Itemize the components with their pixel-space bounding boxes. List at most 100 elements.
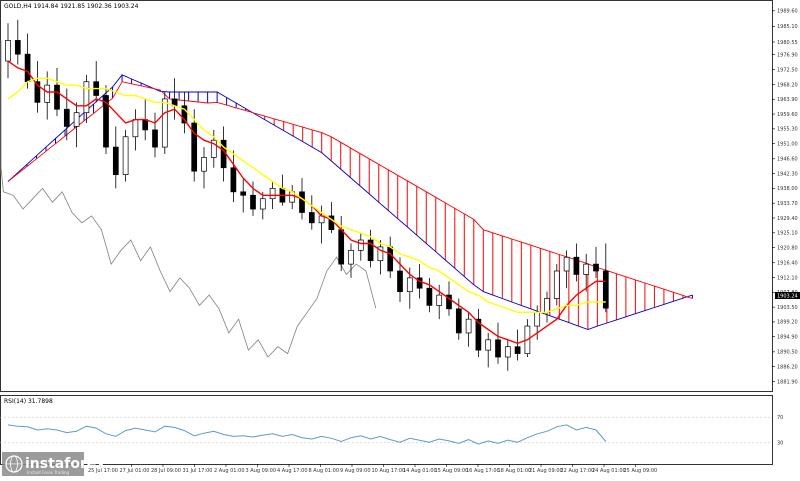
candle-body: [14, 40, 21, 55]
candle-body: [34, 81, 41, 103]
candle-body: [259, 198, 266, 210]
candle-body: [436, 294, 443, 306]
time-tick-label: 16 Aug 17:00: [466, 468, 500, 474]
candle-body: [573, 256, 580, 275]
rsi-indicator: RSI(14) 31.7898 70 30: [0, 398, 783, 447]
price-tick-label: 1963.90: [777, 97, 798, 103]
candle-body: [357, 239, 364, 251]
candle-body: [73, 112, 80, 127]
price-tick-label: 1980.55: [777, 40, 798, 46]
price-tick-label: 1916.40: [777, 261, 798, 267]
candle-body: [534, 311, 541, 327]
candle-body: [44, 84, 51, 103]
price-tick-label: 1942.30: [777, 171, 798, 177]
candle-body: [544, 298, 550, 313]
candle-body: [583, 263, 590, 275]
price-tick-label: 1894.90: [777, 335, 798, 341]
price-tick-label: 1920.80: [777, 245, 798, 251]
candle-body: [122, 136, 129, 175]
candle-body: [152, 129, 158, 148]
current-price-label: 1903.24: [777, 294, 798, 300]
time-tick-label: 31 Jul 17:00: [183, 468, 213, 474]
price-tick-label: 1912.10: [777, 275, 798, 281]
candle-body: [142, 119, 149, 131]
candle-body: [377, 246, 384, 262]
candle-body: [495, 339, 501, 358]
price-tick-label: 1976.90: [777, 52, 798, 58]
candle-body: [54, 84, 60, 110]
time-axis: 25 Jul 17:00 27 Jul 01:00 28 Jul 09:00 31 J…: [88, 464, 657, 474]
time-tick-label: 25 Aug 09:00: [624, 468, 658, 474]
logo-tagline: Instant Forex Trading: [27, 470, 70, 475]
time-tick-label: 25 Jul 17:00: [88, 468, 118, 474]
price-tick-label: 1951.00: [777, 141, 798, 147]
current-price-badge: 1903.24: [775, 292, 800, 300]
candle-body: [563, 256, 570, 272]
price-tick-label: 1972.50: [777, 67, 798, 73]
candle-body: [191, 122, 198, 172]
price-tick-label: 1881.90: [777, 379, 798, 385]
candle-body: [240, 191, 247, 196]
candle-body: [455, 308, 462, 334]
price-tick-label: 1946.60: [777, 157, 798, 163]
time-tick-label: 27 Jul 01:00: [120, 468, 150, 474]
candle-body: [553, 270, 560, 299]
time-tick-label: 14 Aug 01:00: [403, 468, 437, 474]
candle-body: [348, 249, 354, 265]
candle-body: [210, 139, 217, 158]
candle-body: [426, 287, 433, 306]
time-tick-label: 10 Aug 17:00: [372, 468, 406, 474]
rsi-tick-label: 70: [777, 415, 783, 421]
candle-body: [132, 119, 139, 138]
time-tick-label: 2 Aug 01:00: [214, 468, 245, 474]
time-tick-label: 21 Aug 09:00: [529, 468, 563, 474]
candlesticks: [5, 19, 609, 371]
candle-body: [504, 346, 511, 358]
price-tick-label: 1886.20: [777, 364, 798, 370]
rsi-plot-frame: [0, 395, 773, 465]
candle-body: [230, 167, 237, 193]
indicator-lines: [7, 60, 606, 345]
candle-body: [5, 40, 11, 62]
candle-body: [24, 53, 31, 83]
price-tick-label: 1925.10: [777, 231, 798, 237]
candle-body: [416, 277, 423, 289]
time-tick-label: 15 Aug 09:00: [435, 468, 469, 474]
price-tick-label: 1929.40: [777, 216, 798, 222]
price-tick-label: 1989.60: [777, 9, 798, 15]
price-tick-label: 1959.60: [777, 112, 798, 118]
time-tick-label: 3 Aug 09:00: [246, 468, 277, 474]
candle-body: [83, 81, 90, 114]
price-tick-label: 1903.50: [777, 305, 798, 311]
price-axis: 1989.60 1985.10 1980.55 1976.90 1972.50 1968.…: [772, 9, 798, 385]
candle-body: [514, 346, 521, 354]
candle-body: [475, 318, 482, 351]
price-tick-label: 1890.50: [777, 350, 798, 356]
candle-body: [308, 212, 315, 224]
senkou-span-a: [7, 74, 693, 330]
candle-body: [367, 239, 374, 262]
time-tick-label: 8 Aug 01:00: [309, 468, 340, 474]
time-tick-label: 4 Aug 17:00: [277, 468, 308, 474]
price-tick-label: 1899.20: [777, 320, 798, 326]
price-tick-label: 1955.30: [777, 127, 798, 133]
candle-body: [485, 339, 492, 351]
candle-body: [299, 191, 305, 213]
price-tick-label: 1968.20: [777, 82, 798, 88]
candle-body: [63, 108, 70, 127]
candle-body: [465, 318, 472, 334]
instaforex-logo: instaforex Instant Forex Trading: [2, 452, 105, 476]
candle-body: [103, 95, 109, 148]
candle-body: [593, 263, 599, 272]
instrument-label: GOLD,H4 1914.84 1921.85 1902.36 1903.24: [4, 3, 139, 10]
candle-body: [161, 98, 168, 148]
candle-body: [181, 105, 188, 124]
time-tick-label: 22 Aug 17:00: [561, 468, 595, 474]
candle-body: [446, 294, 452, 310]
logo-name: instaforex: [25, 456, 105, 472]
time-tick-label: 28 Jul 09:00: [151, 468, 181, 474]
time-tick-label: 24 Aug 01:00: [592, 468, 626, 474]
kijun-sen-line: [7, 77, 606, 313]
rsi-tick-label: 30: [777, 441, 783, 447]
